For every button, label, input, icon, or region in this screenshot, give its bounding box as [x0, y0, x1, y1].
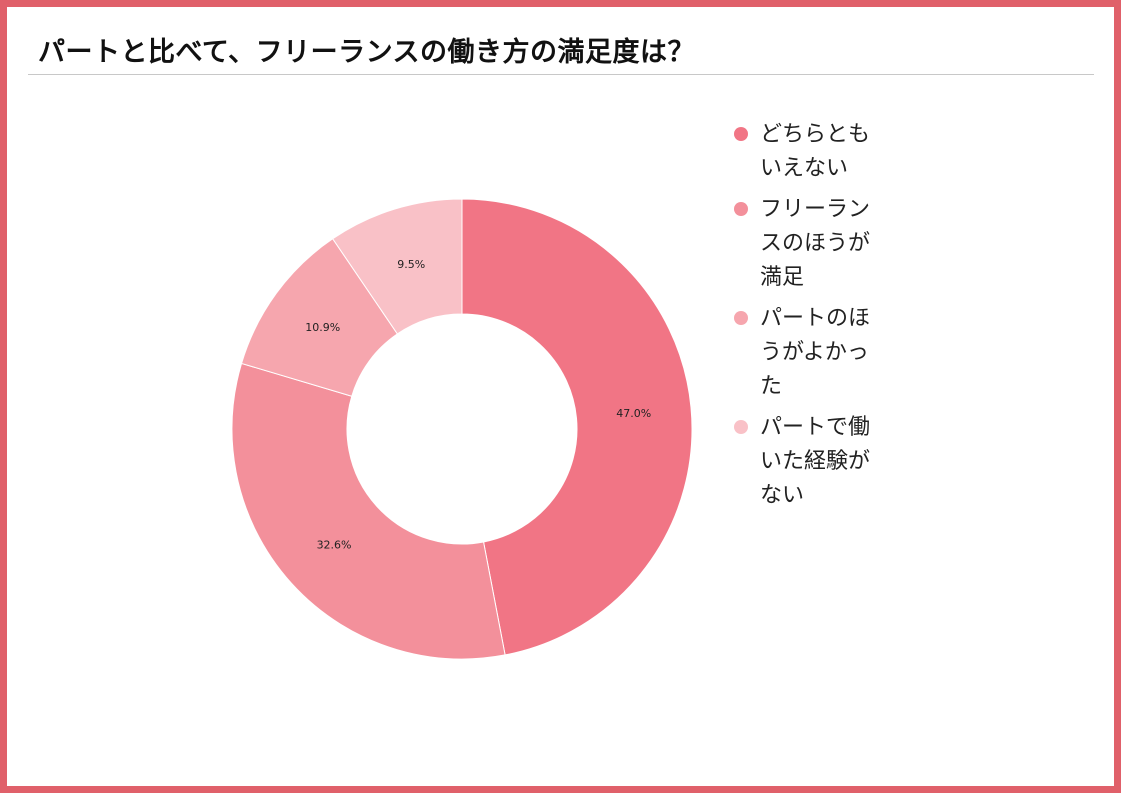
legend-swatch: [734, 202, 748, 216]
slice-value-label: 10.9%: [305, 321, 340, 334]
legend-swatch: [734, 420, 748, 434]
donut-slice: [461, 198, 693, 656]
legend: どちらともいえない フリーランスのほうが満足 パートのほうがよかった パートで働…: [734, 118, 904, 520]
legend-swatch: [734, 311, 748, 325]
donut-slice: [231, 362, 506, 660]
legend-item: パートのほうがよかった: [734, 302, 904, 404]
legend-label: パートで働いた経験がない: [760, 415, 871, 508]
slice-value-label: 9.5%: [397, 258, 425, 271]
legend-swatch: [734, 127, 748, 141]
legend-label: どちらともいえない: [760, 122, 871, 181]
title-divider: [28, 74, 1094, 75]
legend-item: どちらともいえない: [734, 118, 904, 186]
slice-value-label: 47.0%: [616, 407, 651, 420]
legend-item: フリーランスのほうが満足: [734, 193, 904, 295]
donut-slice: [332, 198, 463, 335]
slice-value-label: 32.6%: [317, 539, 352, 552]
legend-label: フリーランスのほうが満足: [760, 197, 871, 290]
chart-title: パートと比べて、フリーランスの働き方の満足度は？: [38, 37, 696, 68]
legend-label: パートのほうがよかった: [760, 306, 871, 399]
legend-item: パートで働いた経験がない: [734, 411, 904, 513]
